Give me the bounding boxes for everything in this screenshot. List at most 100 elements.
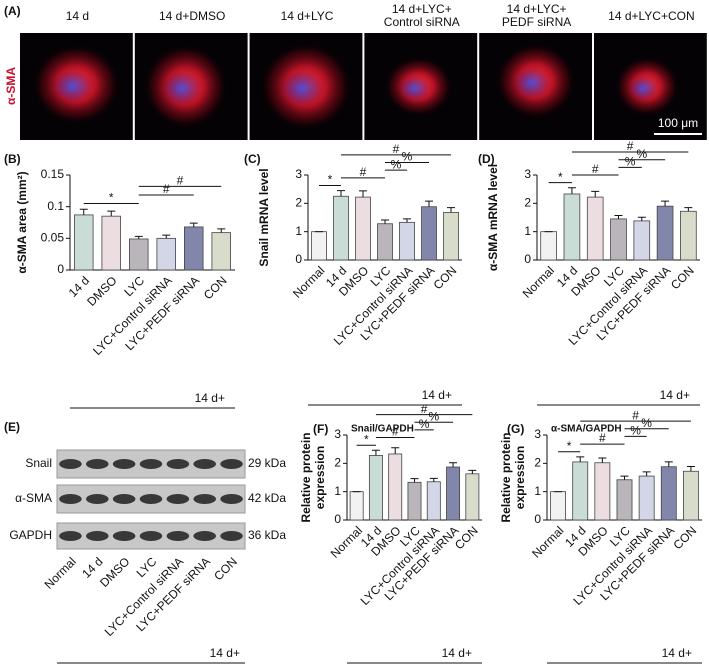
significance-mark: #	[592, 162, 599, 176]
bar	[656, 205, 674, 261]
lane-label: CON	[211, 554, 240, 583]
y-tick-label: 3	[295, 167, 302, 181]
error-bar	[576, 456, 585, 462]
size-label: 42 kDa	[248, 491, 286, 505]
group-label: 14 d+	[195, 391, 225, 405]
bar	[101, 215, 122, 271]
nucleus-stain	[513, 67, 550, 99]
column-title: PEDF siRNA	[502, 15, 571, 29]
panel-label: (B)	[4, 152, 21, 166]
y-axis-label: expression	[313, 446, 327, 509]
y-tick-label: 0	[534, 512, 541, 526]
error-bar	[381, 219, 389, 224]
error-bar	[598, 457, 607, 463]
error-bar	[664, 461, 673, 467]
y-axis-label: Relative protein	[499, 432, 513, 522]
error-bar	[642, 471, 651, 477]
significance-mark: %	[391, 157, 402, 171]
column-title: Control siRNA	[384, 15, 460, 29]
bar	[594, 462, 611, 521]
column-title: 14 d+LYC+	[507, 2, 567, 16]
x-tick-label: Normal	[529, 523, 566, 560]
significance-mark: %	[625, 155, 636, 169]
blot-band	[59, 531, 82, 541]
error-bar	[134, 235, 143, 239]
blot-band	[220, 494, 243, 504]
bar	[183, 226, 204, 271]
bar	[563, 193, 581, 261]
y-tick-label: 1	[534, 484, 541, 498]
error-bar	[614, 215, 623, 219]
significance-mark: %	[419, 417, 430, 431]
bar	[540, 231, 557, 261]
significance-mark: *	[364, 432, 369, 446]
lane-label: Normal	[42, 554, 79, 591]
bar	[399, 221, 415, 261]
bar	[660, 466, 677, 521]
error-bar	[391, 447, 400, 454]
bar	[333, 195, 349, 261]
nucleus-stain	[162, 71, 201, 106]
x-tick-label: CON	[671, 523, 700, 552]
nucleus-stain	[52, 70, 93, 103]
bar	[443, 211, 459, 261]
chart-title: Snail/GAPDH	[351, 424, 414, 435]
bar	[388, 453, 403, 521]
y-axis-label: α-SMA area (mm²)	[15, 171, 29, 273]
row-label: GAPDH	[9, 528, 52, 542]
significance-mark: #	[393, 142, 400, 156]
blot-band	[112, 531, 136, 541]
significance-mark: #	[163, 182, 170, 196]
bar	[572, 461, 589, 521]
error-bar	[686, 465, 695, 472]
blot-band	[193, 494, 216, 504]
x-tick-label: CON	[431, 263, 460, 292]
error-bar	[567, 187, 576, 194]
bar	[368, 454, 383, 521]
error-bar	[661, 200, 670, 207]
y-tick-label: 2	[534, 456, 541, 470]
error-bar	[425, 200, 433, 207]
significance-mark: %	[636, 147, 647, 161]
bar	[616, 479, 633, 521]
nucleus-stain	[628, 76, 658, 101]
panel-label: (E)	[4, 420, 20, 434]
blot-band	[59, 494, 82, 504]
group-label: 14 d+	[442, 646, 472, 660]
y-tick-label: 1	[295, 224, 302, 238]
error-bar	[162, 234, 171, 239]
y-tick-label: 0.1	[47, 199, 64, 213]
column-title: 14 d+LYC+	[392, 2, 452, 16]
error-bar	[410, 478, 419, 483]
group-label: 14 d+	[210, 646, 240, 660]
error-bar	[429, 477, 438, 482]
y-tick-label: 1	[524, 224, 531, 238]
panel-label: (A)	[4, 4, 21, 18]
error-bar	[403, 218, 411, 223]
y-tick-label: 0.05	[41, 231, 65, 245]
bar	[586, 196, 604, 261]
y-tick-label: 0.15	[41, 167, 65, 181]
y-tick-label: 3	[524, 167, 531, 181]
size-label: 36 kDa	[248, 528, 286, 542]
bar	[465, 473, 480, 521]
row-label: Snail	[25, 456, 52, 470]
blot-band	[220, 531, 243, 541]
panel-label: (C)	[244, 152, 261, 166]
significance-mark: #	[627, 139, 634, 153]
blot-band	[139, 494, 163, 504]
bar	[74, 214, 94, 271]
bar	[446, 466, 461, 521]
bar	[633, 220, 651, 261]
bar	[638, 475, 655, 521]
bar	[311, 231, 327, 261]
stain-label: α-SMA	[4, 67, 18, 105]
y-axis-label: Relative protein	[299, 432, 313, 522]
group-label: 14 d+	[660, 388, 690, 402]
error-bar	[637, 216, 646, 221]
group-label: 14 d+	[422, 388, 452, 402]
significance-mark: #	[360, 165, 367, 179]
blot-band	[193, 531, 216, 541]
bar	[355, 196, 371, 261]
